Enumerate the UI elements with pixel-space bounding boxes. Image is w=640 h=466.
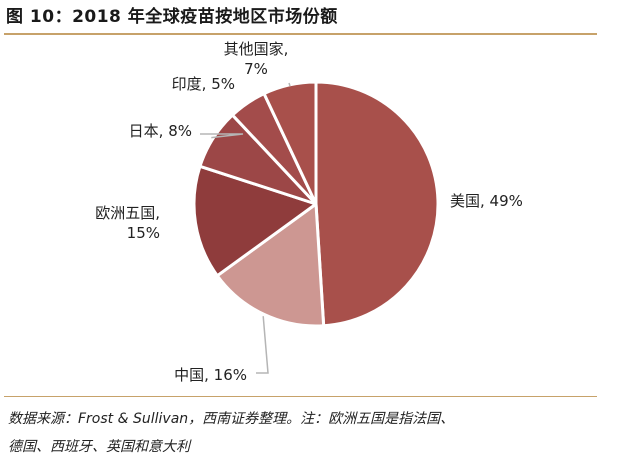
source-note-line-1: 数据来源：Frost & Sullivan，西南证券整理。注：欧洲五国是指法国、	[8, 411, 455, 427]
slice-label-2: 中国, 16%	[174, 366, 247, 384]
slice-label-6-line-2: 7%	[244, 60, 268, 78]
slice-label-4-line-1: 日本, 8%	[129, 122, 192, 140]
slice-label-3: 欧洲五国, 15%	[95, 204, 160, 242]
pie-slice-3	[192, 164, 318, 278]
slice-labels: 美国, 49% 中国, 16% 欧洲五国, 15% 日本, 8% 印度, 5% 其他国家, 7…	[95, 40, 523, 384]
pie-slice-1	[314, 80, 440, 328]
pie-slices	[192, 80, 440, 328]
pie-slice-2	[215, 202, 326, 328]
slice-label-2-line-1: 中国, 16%	[174, 366, 247, 384]
chart-title: 图 10：2018 年全球疫苗按地区市场份额	[6, 7, 338, 27]
slice-label-5: 印度, 5%	[172, 75, 235, 93]
slice-label-6-line-1: 其他国家,	[224, 40, 289, 58]
title-divider	[4, 33, 597, 35]
leader-line-6	[288, 82, 291, 87]
slice-label-4: 日本, 8%	[129, 122, 192, 140]
pie-chart: 美国, 49% 中国, 16% 欧洲五国, 15% 日本, 8% 印度, 5% 其他国家, 7…	[95, 40, 523, 384]
leader-line-4	[200, 133, 244, 139]
leader-lines	[200, 82, 291, 374]
source-note-line-2: 德国、西班牙、英国和意大利	[8, 439, 190, 455]
slice-label-5-line-1: 印度, 5%	[172, 75, 235, 93]
source-divider	[4, 396, 597, 397]
slice-label-3-line-1: 欧洲五国,	[95, 204, 160, 222]
leader-line-2	[256, 316, 269, 374]
slice-label-1-line-1: 美国, 49%	[450, 192, 523, 210]
slice-label-3-line-2: 15%	[127, 224, 160, 242]
slice-label-6: 其他国家, 7%	[224, 40, 289, 78]
source-note: 数据来源：Frost & Sullivan，西南证券整理。注：欧洲五国是指法国、…	[8, 405, 608, 461]
slice-label-1: 美国, 49%	[450, 192, 523, 210]
